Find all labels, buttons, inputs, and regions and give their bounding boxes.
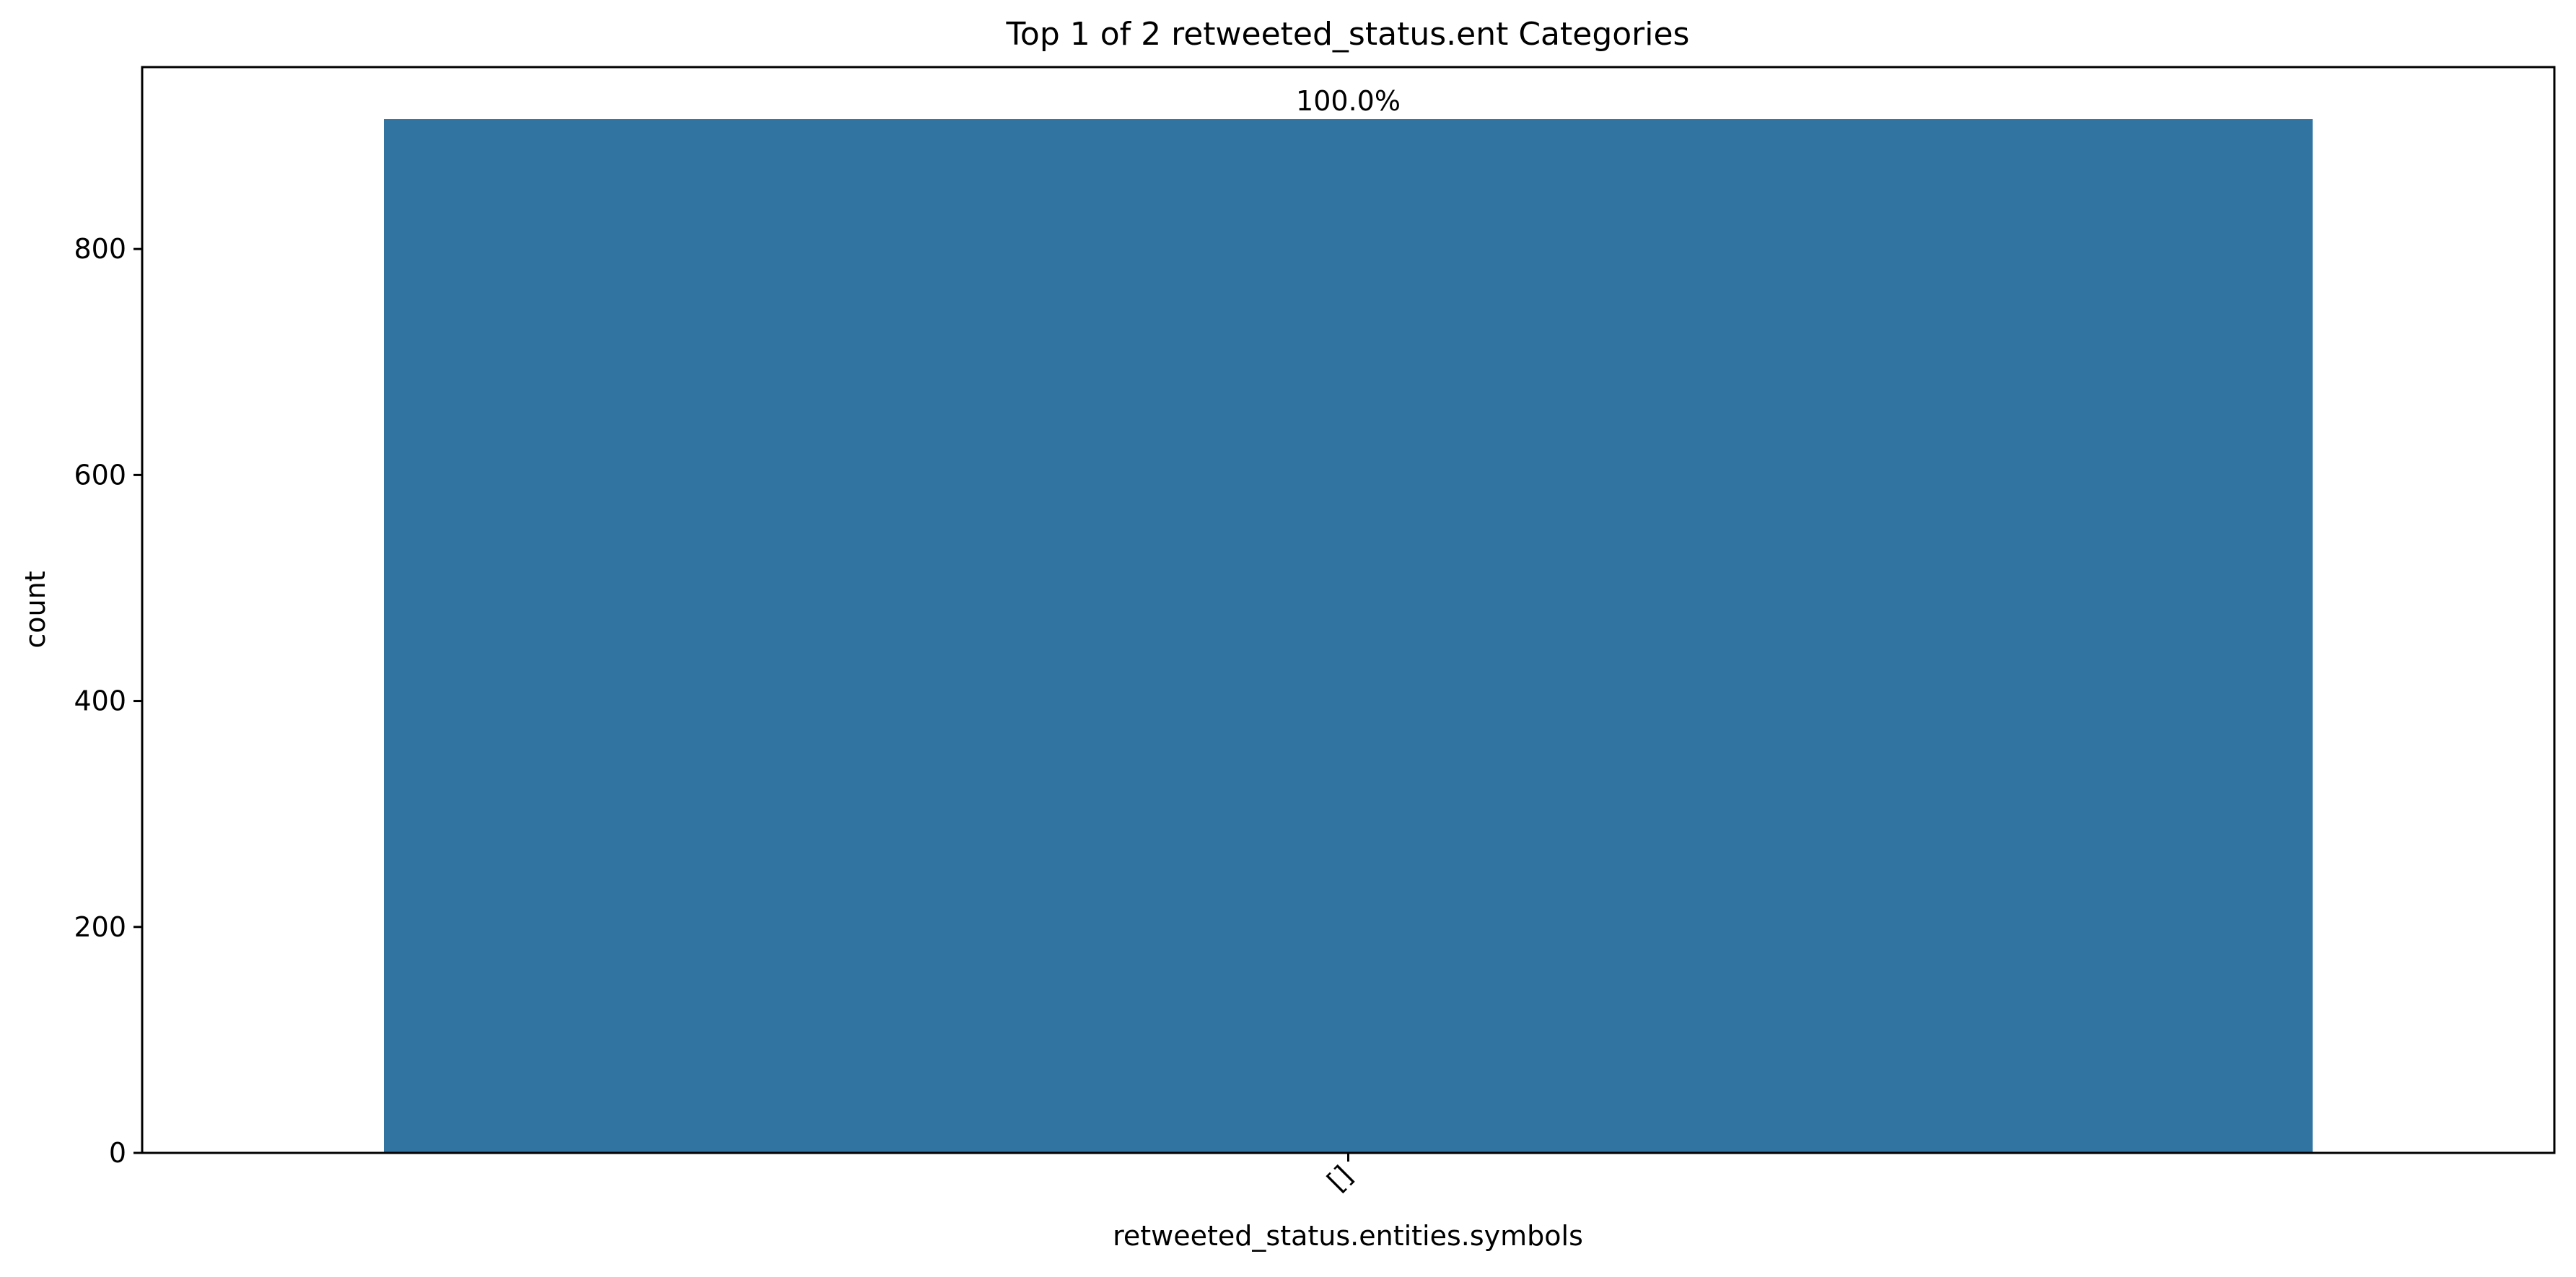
y-tick-label: 800 bbox=[74, 233, 126, 265]
bar bbox=[384, 119, 2313, 1153]
chart-title: Top 1 of 2 retweeted_status.ent Categori… bbox=[1006, 16, 1690, 53]
bar-value-label: 100.0% bbox=[1296, 85, 1401, 117]
y-axis-label: count bbox=[19, 571, 51, 648]
axes-frame bbox=[141, 66, 2556, 1154]
plot-area: 100.0% [] 0 200 400 600 800 bbox=[74, 85, 2313, 1197]
y-tick-label: 0 bbox=[109, 1137, 126, 1169]
x-axis-label: retweeted_status.entities.symbols bbox=[1113, 1220, 1583, 1252]
y-tick-label: 400 bbox=[74, 685, 126, 717]
y-tick-label: 600 bbox=[74, 459, 126, 491]
y-tick-label: 200 bbox=[74, 911, 126, 943]
x-tick-label: [] bbox=[1321, 1159, 1359, 1197]
